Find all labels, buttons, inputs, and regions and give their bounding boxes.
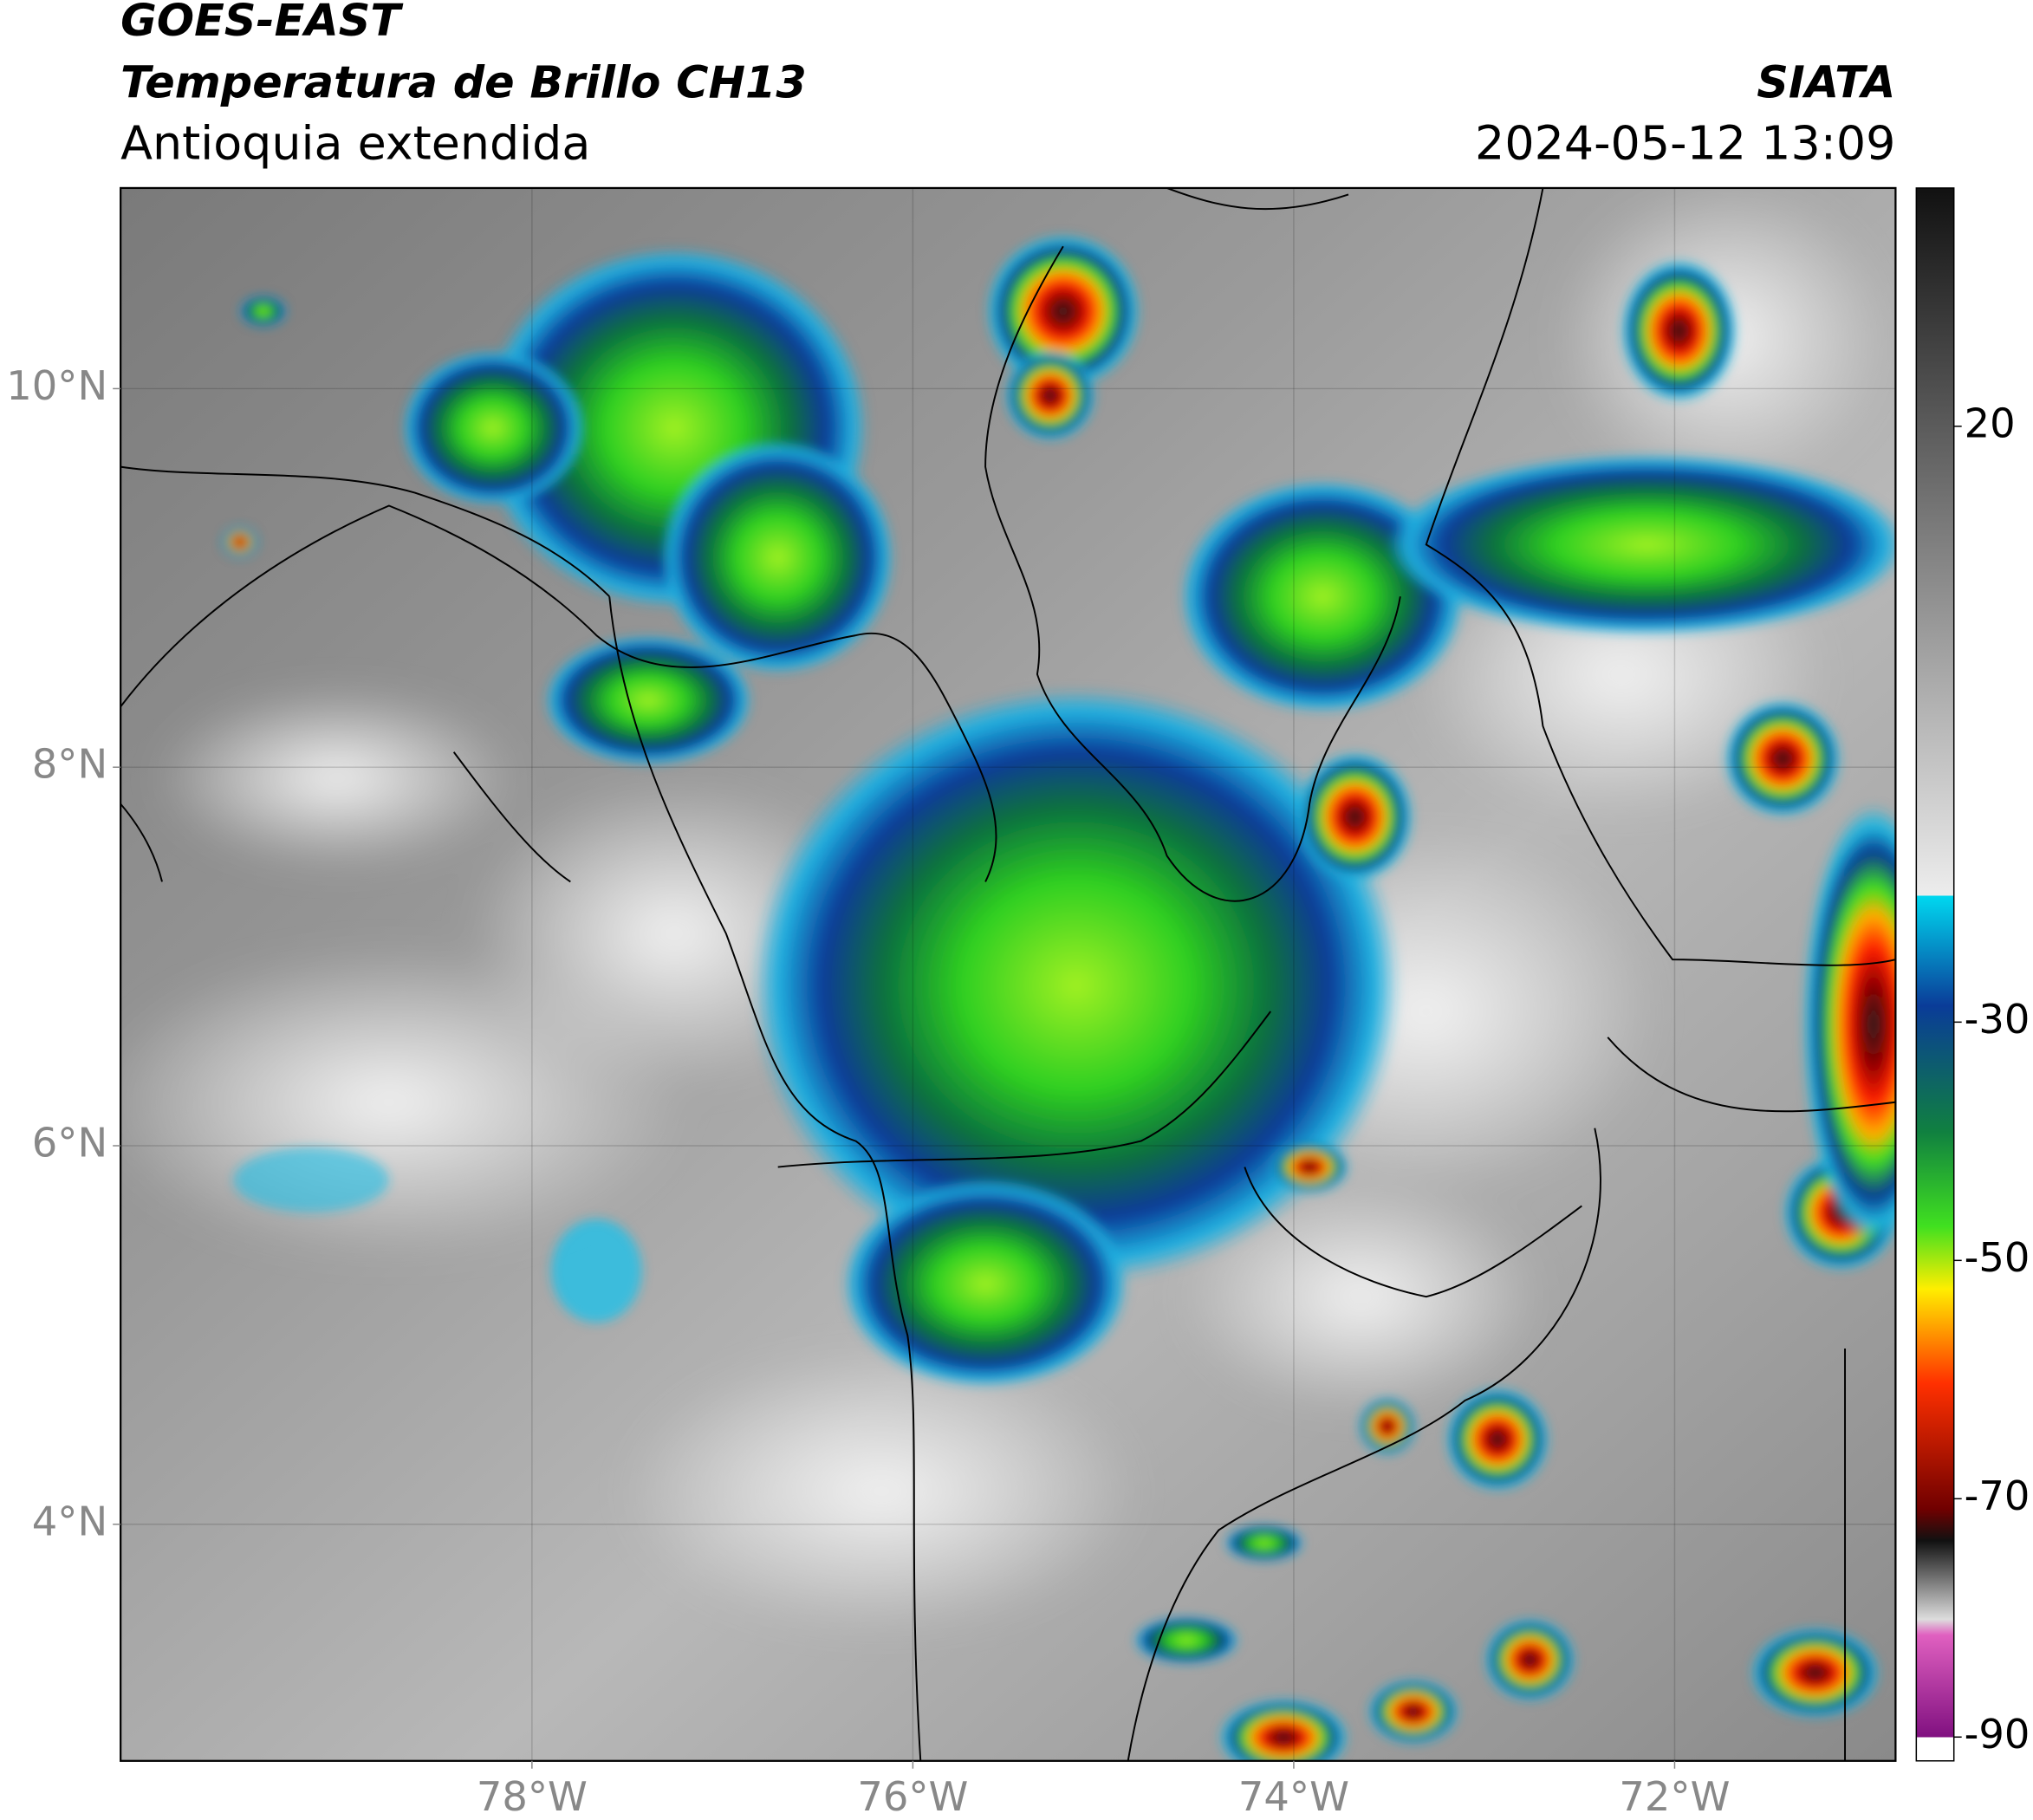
colorbar-tick-label: -90 [1965,1711,2030,1758]
x-tick-label: 72°W [1619,1773,1730,1820]
grid [120,187,1896,1761]
ticks: 78°W 76°W 74°W 72°W 10°N 8°N 6°N 4°N 20 -30 -50 -70… [6,362,2030,1820]
colorbar-tick-label: -30 [1965,996,2030,1043]
x-tick-label: 78°W [477,1773,588,1820]
y-tick-label: 10°N [6,362,107,409]
x-tick-label: 76°W [857,1773,968,1820]
source: SIATA [1757,57,1895,108]
colorbar-tick-label: -50 [1965,1234,2030,1281]
y-tick-label: 4°N [32,1498,107,1544]
y-tick-label: 8°N [32,741,107,788]
region: Antioquia extendida [120,116,590,171]
colorbar-tick-label: 20 [1965,400,2016,446]
datetime: 2024-05-12 13:09 [1475,116,1895,171]
title: GOES-EAST [120,0,404,46]
y-tick-label: 6°N [32,1120,107,1167]
colorbar [1915,187,1955,1762]
colorbar-tick-label: -70 [1965,1472,2030,1519]
map-frame [120,186,1897,1762]
satellite-image [120,187,1896,1761]
x-tick-label: 74°W [1238,1773,1349,1820]
subtitle: Temperatura de Brillo CH13 [120,57,807,108]
borders [120,187,1896,1761]
